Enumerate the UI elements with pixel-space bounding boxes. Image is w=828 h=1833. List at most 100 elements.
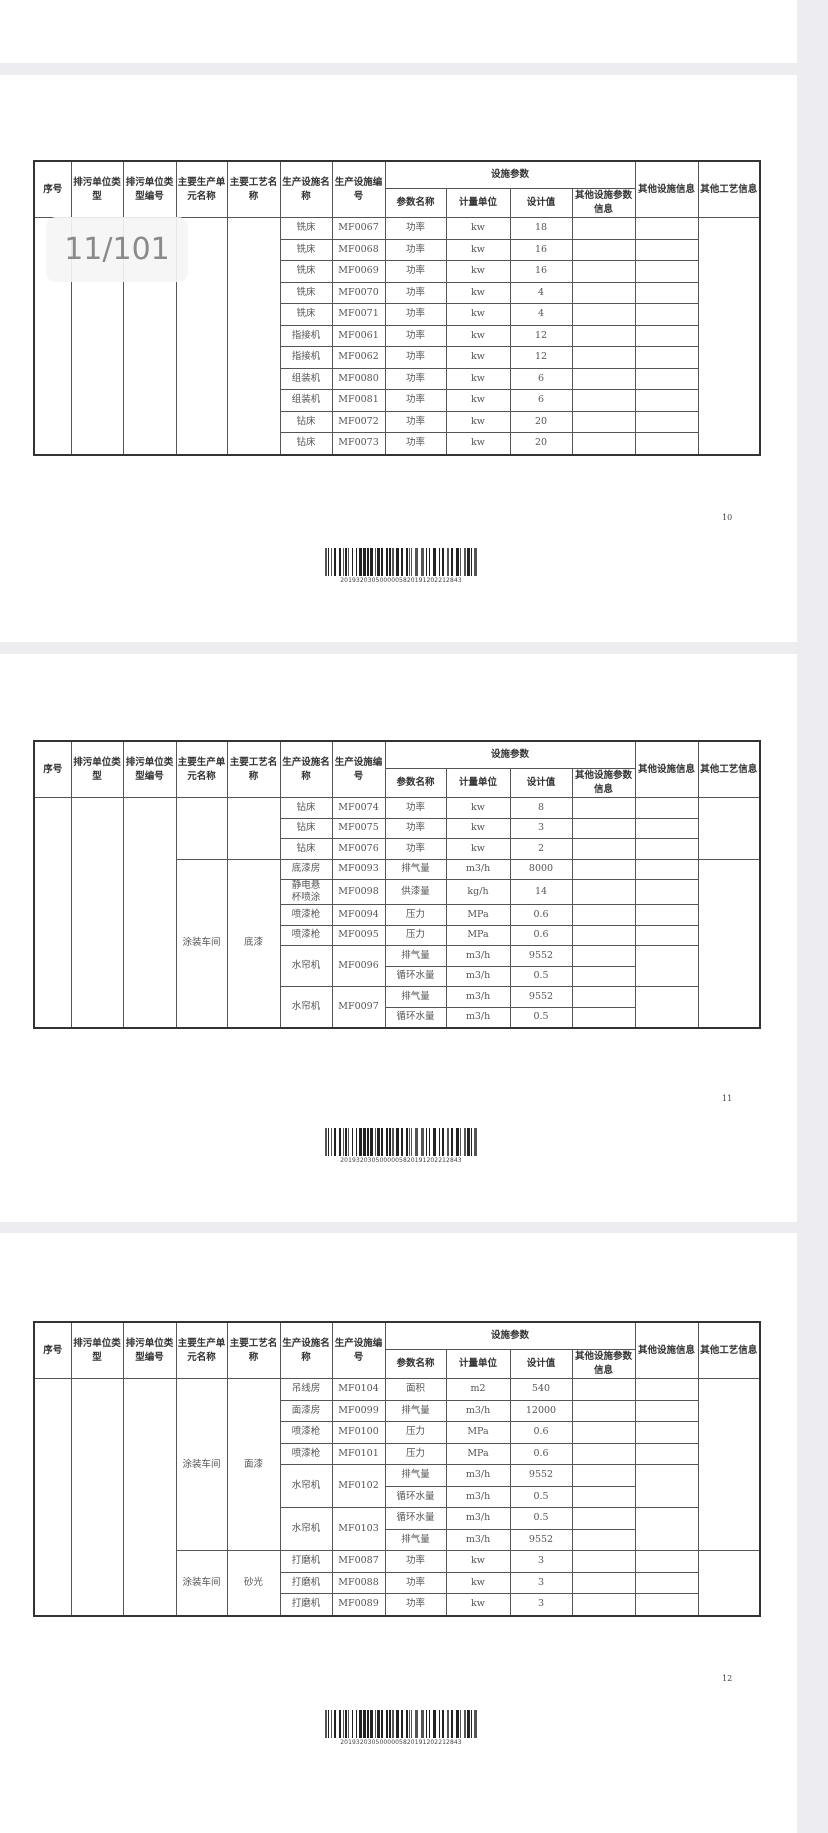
- document-page-10: 序号 排污单位类型 排污单位类型编号 主要生产单元名称 主要工艺名称 生产设施名称 生产设施…: [0, 75, 797, 642]
- other-param-info-cell: [571, 858, 636, 880]
- unit-type-code-cell: [122, 797, 177, 1029]
- table-row: 喷漆枪 MF0095 压力 MPa 0.6: [34, 924, 760, 946]
- facility-code-cell: MF0087: [331, 1550, 386, 1573]
- design-value-cell: 9552: [509, 1528, 573, 1551]
- facility-name-cell: 水帘机: [279, 945, 333, 987]
- other-param-info-cell: [571, 924, 636, 946]
- design-value-cell: 0.5: [509, 1507, 573, 1530]
- facility-code-cell: MF0093: [331, 858, 386, 880]
- other-param-info-cell: [571, 1528, 636, 1551]
- design-value-cell: 12000: [509, 1399, 573, 1422]
- facility-code-cell: MF0094: [331, 904, 386, 926]
- design-value-cell: 0.5: [509, 1006, 573, 1029]
- other-param-info-cell: [571, 389, 636, 412]
- facility-name-cell: 打磨机: [279, 1571, 333, 1594]
- param-name-cell: 循环水量: [384, 1485, 447, 1508]
- facility-name-cell: 指接机: [279, 346, 333, 369]
- header-param-name: 参数名称: [384, 768, 447, 798]
- other-process-info-cell: [697, 858, 761, 1029]
- design-value-cell: 3: [509, 1571, 573, 1594]
- table-row: 钻床 MF0073 功率 kw 20: [34, 432, 760, 455]
- other-param-info-cell: [571, 945, 636, 967]
- facility-name-cell: 水帘机: [279, 1464, 333, 1508]
- param-name-cell: 功率: [384, 389, 447, 412]
- param-unit-cell: m3/h: [445, 1006, 511, 1029]
- param-unit-cell: kg/h: [445, 879, 511, 905]
- other-process-info-cell: [697, 217, 761, 455]
- header-design-value: 设计值: [509, 188, 573, 218]
- other-facility-info-cell: [634, 1571, 699, 1594]
- other-param-info-cell: [571, 1399, 636, 1422]
- param-name-cell: 压力: [384, 1442, 447, 1465]
- design-value-cell: 9552: [509, 1464, 573, 1487]
- param-name-cell: 循环水量: [384, 965, 447, 987]
- header-main-unit: 主要生产单元名称: [175, 1321, 228, 1379]
- table-row: 组装机 MF0080 功率 kw 6: [34, 367, 760, 390]
- facility-name-cell: 喷漆枪: [279, 1442, 333, 1465]
- header-params-group: 设施参数: [384, 740, 636, 769]
- table-row: 水帘机 MF0102 排气量 m3/h 9552: [34, 1464, 760, 1508]
- table-row: 循环水量 m3/h 0.5: [34, 1485, 760, 1508]
- seq-cell: [33, 797, 72, 1029]
- facility-code-cell: MF0097: [331, 986, 386, 1029]
- table-row: 水帘机 MF0103 循环水量 m3/h 0.5: [34, 1507, 760, 1551]
- barcode-bars: [325, 1710, 477, 1738]
- param-unit-cell: MPa: [445, 924, 511, 946]
- other-facility-info-cell: [634, 1507, 699, 1551]
- other-param-info-cell: [571, 367, 636, 390]
- header-unit-type-code: 排污单位类型编号: [122, 740, 177, 798]
- facility-name-cell: 组装机: [279, 389, 333, 412]
- facility-table: 序号 排污单位类型 排污单位类型编号 主要生产单元名称 主要工艺名称 生产设施名称 生产设施…: [33, 160, 762, 456]
- other-facility-info-cell: [634, 281, 699, 304]
- design-value-cell: 12: [509, 346, 573, 369]
- other-param-info-cell: [571, 1507, 636, 1530]
- facility-name-cell: 面漆房: [279, 1399, 333, 1422]
- header-main-process: 主要工艺名称: [226, 160, 281, 218]
- param-name-cell: 排气量: [384, 986, 447, 1008]
- facility-code-cell: MF0103: [331, 1507, 386, 1551]
- param-name-cell: 排气量: [384, 1399, 447, 1422]
- param-name-cell: 供漆量: [384, 879, 447, 905]
- facility-name-cell: 喷漆枪: [279, 904, 333, 926]
- header-facility-code: 生产设施编号: [331, 1321, 386, 1379]
- header-other-facility-info: 其他设施信息: [634, 1321, 699, 1379]
- other-process-info-cell: [697, 797, 761, 860]
- facility-code-cell: MF0096: [331, 945, 386, 987]
- facility-name-cell: 打磨机: [279, 1593, 333, 1616]
- header-other-param-info: 其他设施参数信息: [571, 1349, 636, 1379]
- header-design-value: 设计值: [509, 768, 573, 798]
- facility-code-cell: MF0073: [331, 432, 386, 455]
- header-unit-type: 排污单位类型: [70, 740, 124, 798]
- param-unit-cell: kw: [445, 838, 511, 860]
- param-name-cell: 功率: [384, 260, 447, 283]
- header-subrow: 参数名称 计量单位 设计值 其他设施参数信息: [34, 1349, 760, 1379]
- facility-code-cell: MF0089: [331, 1593, 386, 1616]
- param-unit-cell: MPa: [445, 1421, 511, 1444]
- previous-page-bottom: [0, 0, 797, 63]
- other-param-info-cell: [571, 817, 636, 839]
- design-value-cell: 3: [509, 1550, 573, 1573]
- other-facility-info-cell: [634, 1550, 699, 1573]
- facility-name-cell: 吊线房: [279, 1378, 333, 1401]
- other-param-info-cell: [571, 260, 636, 283]
- table-row: 钻床 MF0074 功率 kw 8: [33, 797, 761, 1029]
- other-facility-info-cell: [634, 432, 699, 455]
- other-process-info-cell: [697, 1378, 761, 1551]
- other-facility-info-cell: [634, 904, 699, 926]
- main-process-cell: 底漆: [226, 858, 281, 1029]
- design-value-cell: 3: [509, 1593, 573, 1616]
- design-value-cell: 4: [509, 281, 573, 304]
- other-facility-info-cell: [634, 1442, 699, 1465]
- design-value-cell: 0.6: [509, 1421, 573, 1444]
- document-page-12: 序号 排污单位类型 排污单位类型编号 主要生产单元名称 主要工艺名称 生产设施名称 生产设施…: [0, 1233, 797, 1833]
- facility-code-cell: MF0062: [331, 346, 386, 369]
- facility-code-cell: MF0102: [331, 1464, 386, 1508]
- facility-name-cell: 钻床: [279, 410, 333, 433]
- header-subrow: 参数名称 计量单位 设计值 其他设施参数信息: [34, 188, 760, 218]
- param-name-cell: 功率: [384, 797, 447, 819]
- barcode-number: 20193203050000058201912022128​43: [340, 577, 462, 584]
- facility-code-cell: MF0095: [331, 924, 386, 946]
- table-row: 喷漆枪 MF0100 压力 MPa 0.6: [34, 1421, 760, 1444]
- param-name-cell: 压力: [384, 924, 447, 946]
- header-facility-name: 生产设施名称: [279, 160, 333, 218]
